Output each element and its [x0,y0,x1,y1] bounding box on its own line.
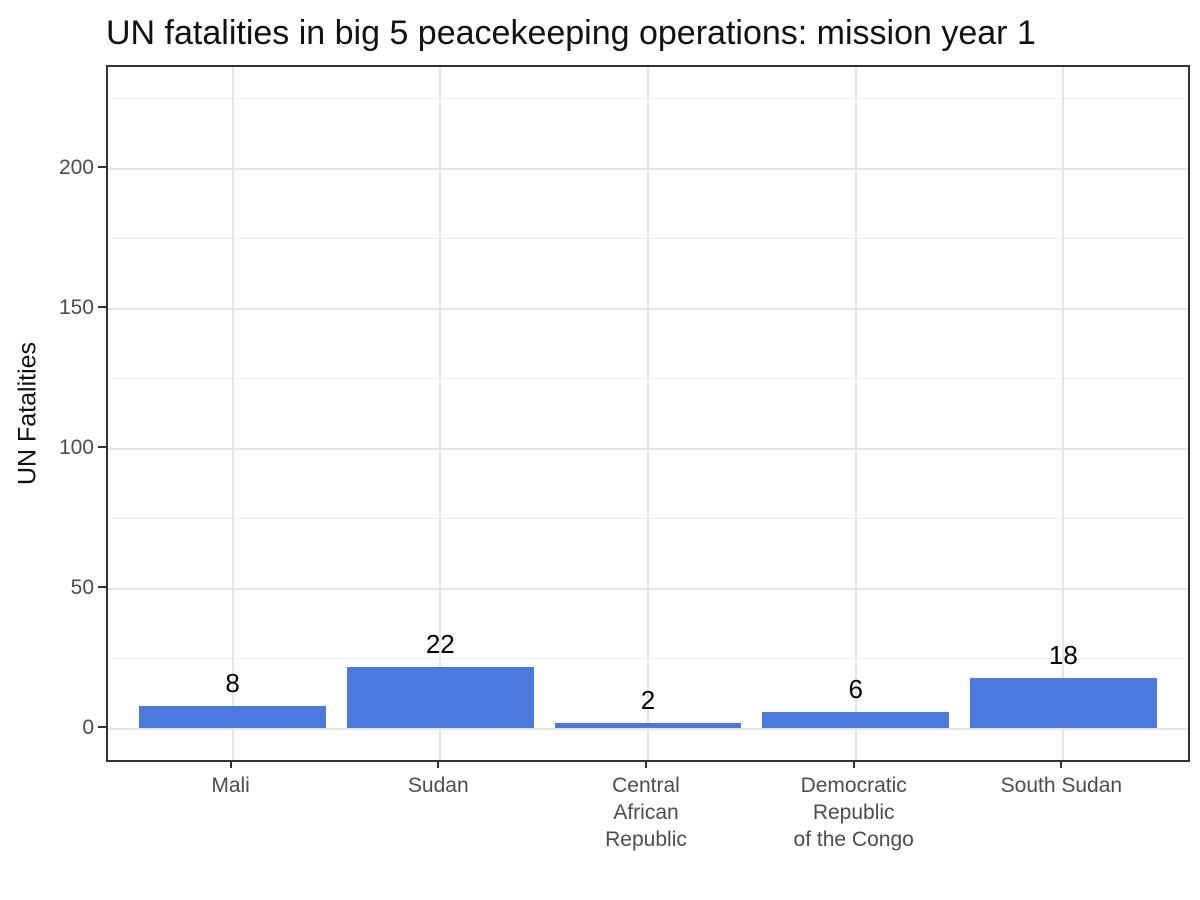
bar [554,722,742,729]
bar-value-label: 2 [640,684,656,715]
y-tick-label: 50 [70,575,94,599]
y-tick-mark [98,725,106,728]
y-tick-mark [98,165,106,168]
bar-value-label: 18 [1048,640,1078,671]
y-tick-mark [98,305,106,308]
y-tick-label: 0 [82,715,94,739]
bar-value-label: 6 [848,673,863,704]
bar [969,678,1157,729]
x-tick-mark [645,760,647,768]
bar [139,706,327,729]
x-tick-label: Central African Republic [605,774,687,851]
y-tick-label: 150 [58,295,94,319]
y-tick-label: 100 [58,435,94,459]
gridline-vertical-major [1062,67,1065,760]
bar-value-label: 8 [225,668,240,699]
bar [762,711,950,729]
x-tick-mark [437,760,440,768]
x-tick-label: South Sudan [1000,774,1123,797]
y-tick-mark [98,445,106,448]
gridline-vertical-major [439,67,442,760]
x-tick-mark [1060,760,1063,768]
x-tick-mark [229,760,232,768]
y-tick-label: 200 [58,155,94,179]
x-tick-mark [852,760,855,768]
x-tick-label: Sudan [407,774,469,797]
gridline-vertical-major [854,67,857,760]
bar [346,666,534,729]
bar-value-label: 22 [425,628,455,659]
chart-title: UN fatalities in big 5 peacekeeping oper… [106,14,1036,52]
gridline-vertical-major [231,67,234,760]
y-tick-mark [98,585,106,588]
x-tick-label: Mali [211,774,250,797]
x-tick-label: Democratic Republic of the Congo [793,774,914,851]
plot-panel: 8 22 2 6 18 [106,65,1190,762]
gridline-vertical-major [647,67,649,760]
